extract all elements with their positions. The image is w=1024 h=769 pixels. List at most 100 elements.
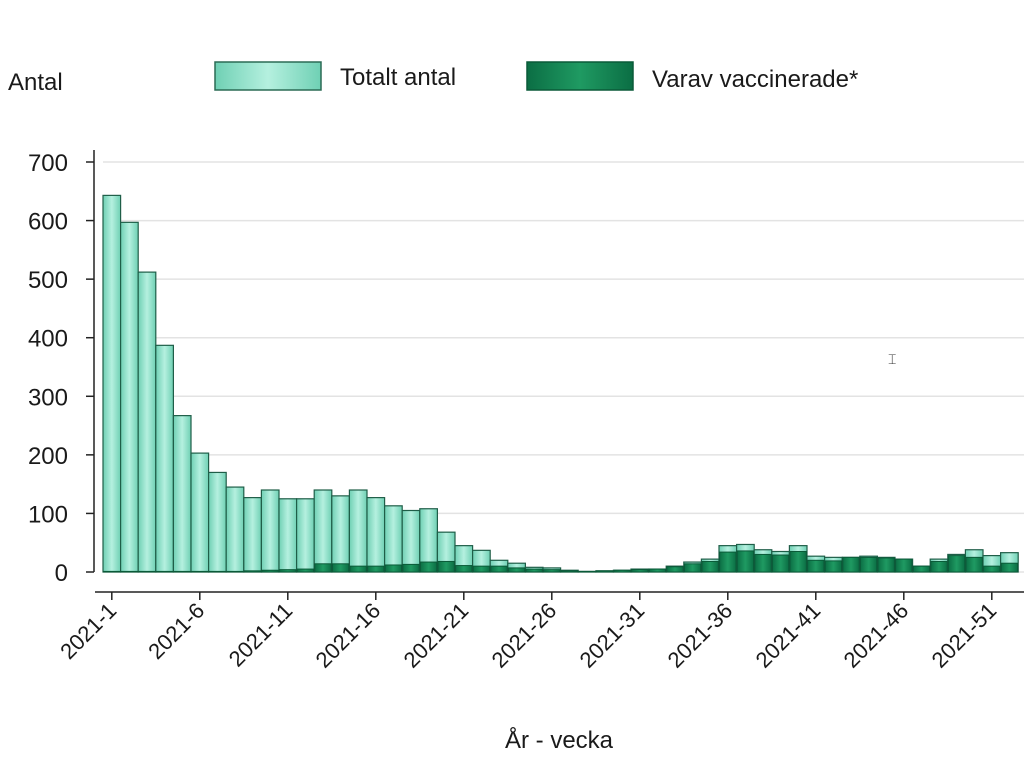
bar-vaccinated bbox=[683, 563, 702, 573]
y-tick-label: 200 bbox=[28, 443, 68, 470]
bar-vaccinated bbox=[419, 561, 438, 573]
bars-total bbox=[102, 194, 1019, 573]
bar-vaccinated bbox=[103, 570, 121, 573]
bar-vaccinated bbox=[226, 570, 244, 573]
bars-vaccinated bbox=[103, 550, 1019, 573]
bar-vaccinated bbox=[666, 566, 684, 573]
bar-total bbox=[119, 221, 139, 573]
bar-vaccinated bbox=[719, 551, 737, 573]
x-tick-label: 2021-11 bbox=[224, 598, 298, 672]
bar-vaccinated bbox=[631, 569, 649, 573]
bar-vaccinated bbox=[965, 556, 983, 573]
bar-vaccinated bbox=[331, 563, 350, 573]
bar-vaccinated bbox=[507, 567, 526, 573]
text-cursor-icon: ⌶ bbox=[888, 351, 896, 367]
bar-total bbox=[155, 344, 175, 573]
bar-total bbox=[260, 489, 280, 573]
x-tick-label: 2021-31 bbox=[575, 598, 650, 673]
bar-vaccinated bbox=[138, 570, 156, 573]
x-axis: 2021-1 2021-6 2021-11 2021-16 2021-21 2021-26… bbox=[55, 591, 1024, 673]
bar-vaccinated bbox=[349, 565, 367, 573]
bar-total bbox=[296, 498, 315, 573]
bar-vaccinated bbox=[120, 570, 139, 573]
legend-swatch-vaccinated bbox=[526, 61, 634, 91]
bar-vaccinated bbox=[384, 564, 403, 573]
x-tick-label: 2021-36 bbox=[663, 598, 738, 673]
x-tick-label: 2021-16 bbox=[311, 598, 386, 673]
x-tick-label: 2021-46 bbox=[839, 598, 914, 673]
bar-vaccinated bbox=[807, 559, 825, 573]
y-axis: 0 100 200 300 400 500 600 700 bbox=[28, 150, 95, 587]
x-tick-label: 2021-21 bbox=[399, 598, 474, 673]
legend: Totalt antal Varav vaccinerade* bbox=[214, 61, 858, 93]
legend-label-vaccinated: Varav vaccinerade* bbox=[652, 66, 858, 93]
bar-vaccinated bbox=[155, 570, 174, 573]
bar-vaccinated bbox=[472, 565, 491, 573]
bar-vaccinated bbox=[912, 565, 931, 573]
bar-vaccinated bbox=[560, 570, 579, 573]
bar-vaccinated bbox=[455, 565, 473, 573]
bar-total bbox=[366, 497, 386, 573]
bar-vaccinated bbox=[279, 569, 297, 573]
y-tick-label: 100 bbox=[28, 501, 68, 528]
legend-swatch-total bbox=[214, 61, 322, 91]
x-axis-title: År - vecka bbox=[505, 726, 614, 754]
bar-total bbox=[348, 489, 368, 573]
bar-vaccinated bbox=[895, 558, 913, 573]
bar-vaccinated bbox=[613, 569, 631, 573]
bar-vaccinated bbox=[525, 568, 543, 573]
bar-total bbox=[278, 498, 298, 573]
bar-vaccinated bbox=[437, 560, 455, 573]
bar-total bbox=[208, 471, 227, 573]
bar-vaccinated bbox=[754, 553, 772, 573]
bar-total bbox=[384, 505, 403, 573]
x-tick-label: 2021-51 bbox=[927, 598, 1002, 673]
bar-total bbox=[172, 415, 192, 573]
bar-vaccinated bbox=[842, 556, 860, 573]
bar-vaccinated bbox=[578, 570, 596, 573]
x-tick-label: 2021-41 bbox=[751, 598, 826, 673]
bar-vaccinated bbox=[543, 569, 561, 573]
bar-vaccinated bbox=[595, 570, 614, 573]
bar-vaccinated bbox=[191, 570, 209, 573]
bar-vaccinated bbox=[648, 568, 667, 573]
bar-total bbox=[225, 486, 245, 573]
bar-total bbox=[243, 497, 263, 573]
bar-vaccinated bbox=[877, 557, 895, 573]
bar-vaccinated bbox=[173, 570, 191, 573]
bar-vaccinated bbox=[983, 565, 1001, 573]
bar-total bbox=[313, 489, 333, 573]
bar-vaccinated bbox=[701, 560, 719, 573]
bar-vaccinated bbox=[402, 563, 420, 573]
y-tick-label: 300 bbox=[28, 384, 68, 411]
x-tick-label: 2021-26 bbox=[487, 598, 562, 673]
bar-total bbox=[331, 495, 350, 573]
legend-label-total: Totalt antal bbox=[340, 64, 456, 91]
bar-vaccinated bbox=[490, 565, 508, 573]
bar-vaccinated bbox=[859, 556, 878, 573]
bar-vaccinated bbox=[771, 554, 790, 573]
bar-vaccinated bbox=[208, 570, 227, 573]
bar-vaccinated bbox=[824, 560, 843, 573]
x-tick-label: 2021-6 bbox=[143, 598, 209, 664]
bar-vaccinated bbox=[367, 565, 385, 573]
bar-total bbox=[137, 271, 157, 573]
y-tick-label: 0 bbox=[55, 560, 68, 587]
bar-vaccinated bbox=[314, 563, 332, 573]
bar-vaccinated bbox=[789, 551, 807, 573]
y-tick-label: 500 bbox=[28, 267, 68, 294]
bar-vaccinated bbox=[930, 560, 948, 573]
bar-vaccinated bbox=[243, 570, 262, 573]
bar-total bbox=[102, 194, 122, 573]
y-tick-label: 700 bbox=[28, 150, 68, 177]
bar-vaccinated bbox=[736, 550, 755, 573]
bar-total bbox=[190, 452, 210, 573]
bar-vaccinated bbox=[947, 555, 966, 573]
y-tick-label: 400 bbox=[28, 326, 68, 353]
bar-vaccinated bbox=[1000, 562, 1019, 573]
x-tick-label: 2021-1 bbox=[55, 598, 121, 664]
y-axis-title: Antal bbox=[8, 69, 63, 96]
bar-vaccinated bbox=[296, 568, 315, 573]
bar-vaccinated bbox=[261, 569, 279, 573]
